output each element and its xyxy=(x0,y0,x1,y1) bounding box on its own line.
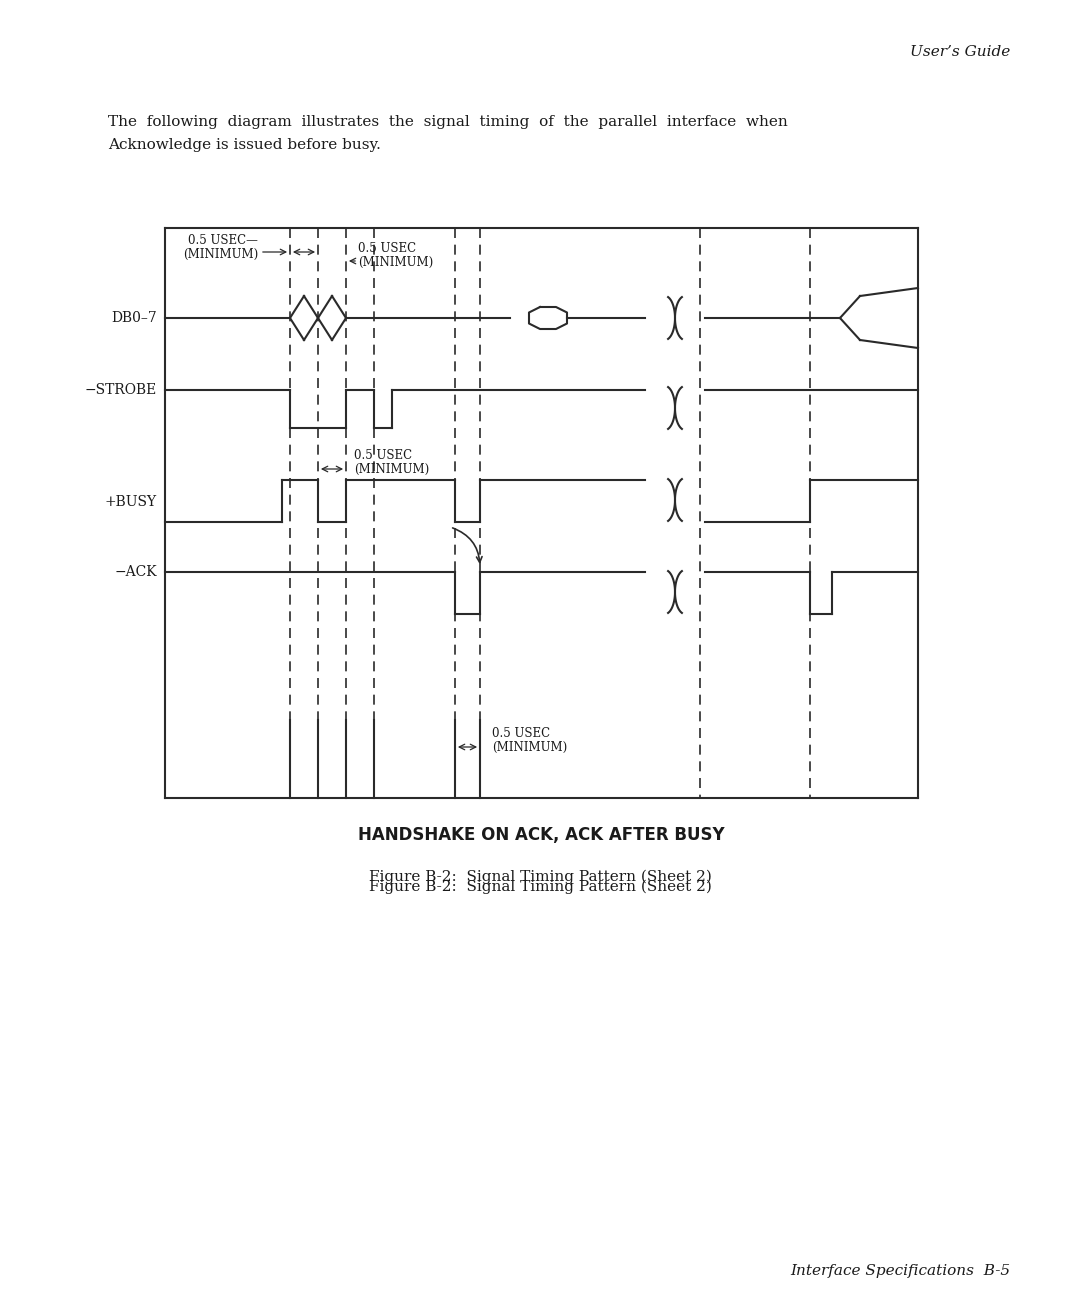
Text: −STROBE: −STROBE xyxy=(84,383,157,397)
Text: +BUSY: +BUSY xyxy=(105,496,157,509)
Text: Figure B-2:  Signal Timing Pattern (Sheet 2): Figure B-2: Signal Timing Pattern (Sheet… xyxy=(368,871,712,885)
Text: (MINIMUM): (MINIMUM) xyxy=(492,741,567,754)
Text: Figure B-2:  Signal Timing Pattern (Sheet 2): Figure B-2: Signal Timing Pattern (Sheet… xyxy=(368,880,712,894)
Text: 0.5 USEC: 0.5 USEC xyxy=(357,243,416,256)
Text: (MINIMUM): (MINIMUM) xyxy=(357,256,433,269)
Text: (MINIMUM): (MINIMUM) xyxy=(183,248,258,261)
Text: (MINIMUM): (MINIMUM) xyxy=(354,463,429,476)
Text: The  following  diagram  illustrates  the  signal  timing  of  the  parallel  in: The following diagram illustrates the si… xyxy=(108,115,787,128)
Text: −ACK: −ACK xyxy=(114,565,157,579)
Text: 0.5 USEC: 0.5 USEC xyxy=(492,728,550,739)
Text: User’s Guide: User’s Guide xyxy=(909,45,1010,59)
Text: Interface Specifications  B-5: Interface Specifications B-5 xyxy=(789,1264,1010,1278)
Text: 0.5 USEC: 0.5 USEC xyxy=(354,448,413,461)
Text: Acknowledge is issued before busy.: Acknowledge is issued before busy. xyxy=(108,138,381,152)
Text: HANDSHAKE ON ACK, ACK AFTER BUSY: HANDSHAKE ON ACK, ACK AFTER BUSY xyxy=(359,826,725,844)
Text: DB0–7: DB0–7 xyxy=(111,311,157,325)
Text: 0.5 USEC—: 0.5 USEC— xyxy=(188,233,258,246)
